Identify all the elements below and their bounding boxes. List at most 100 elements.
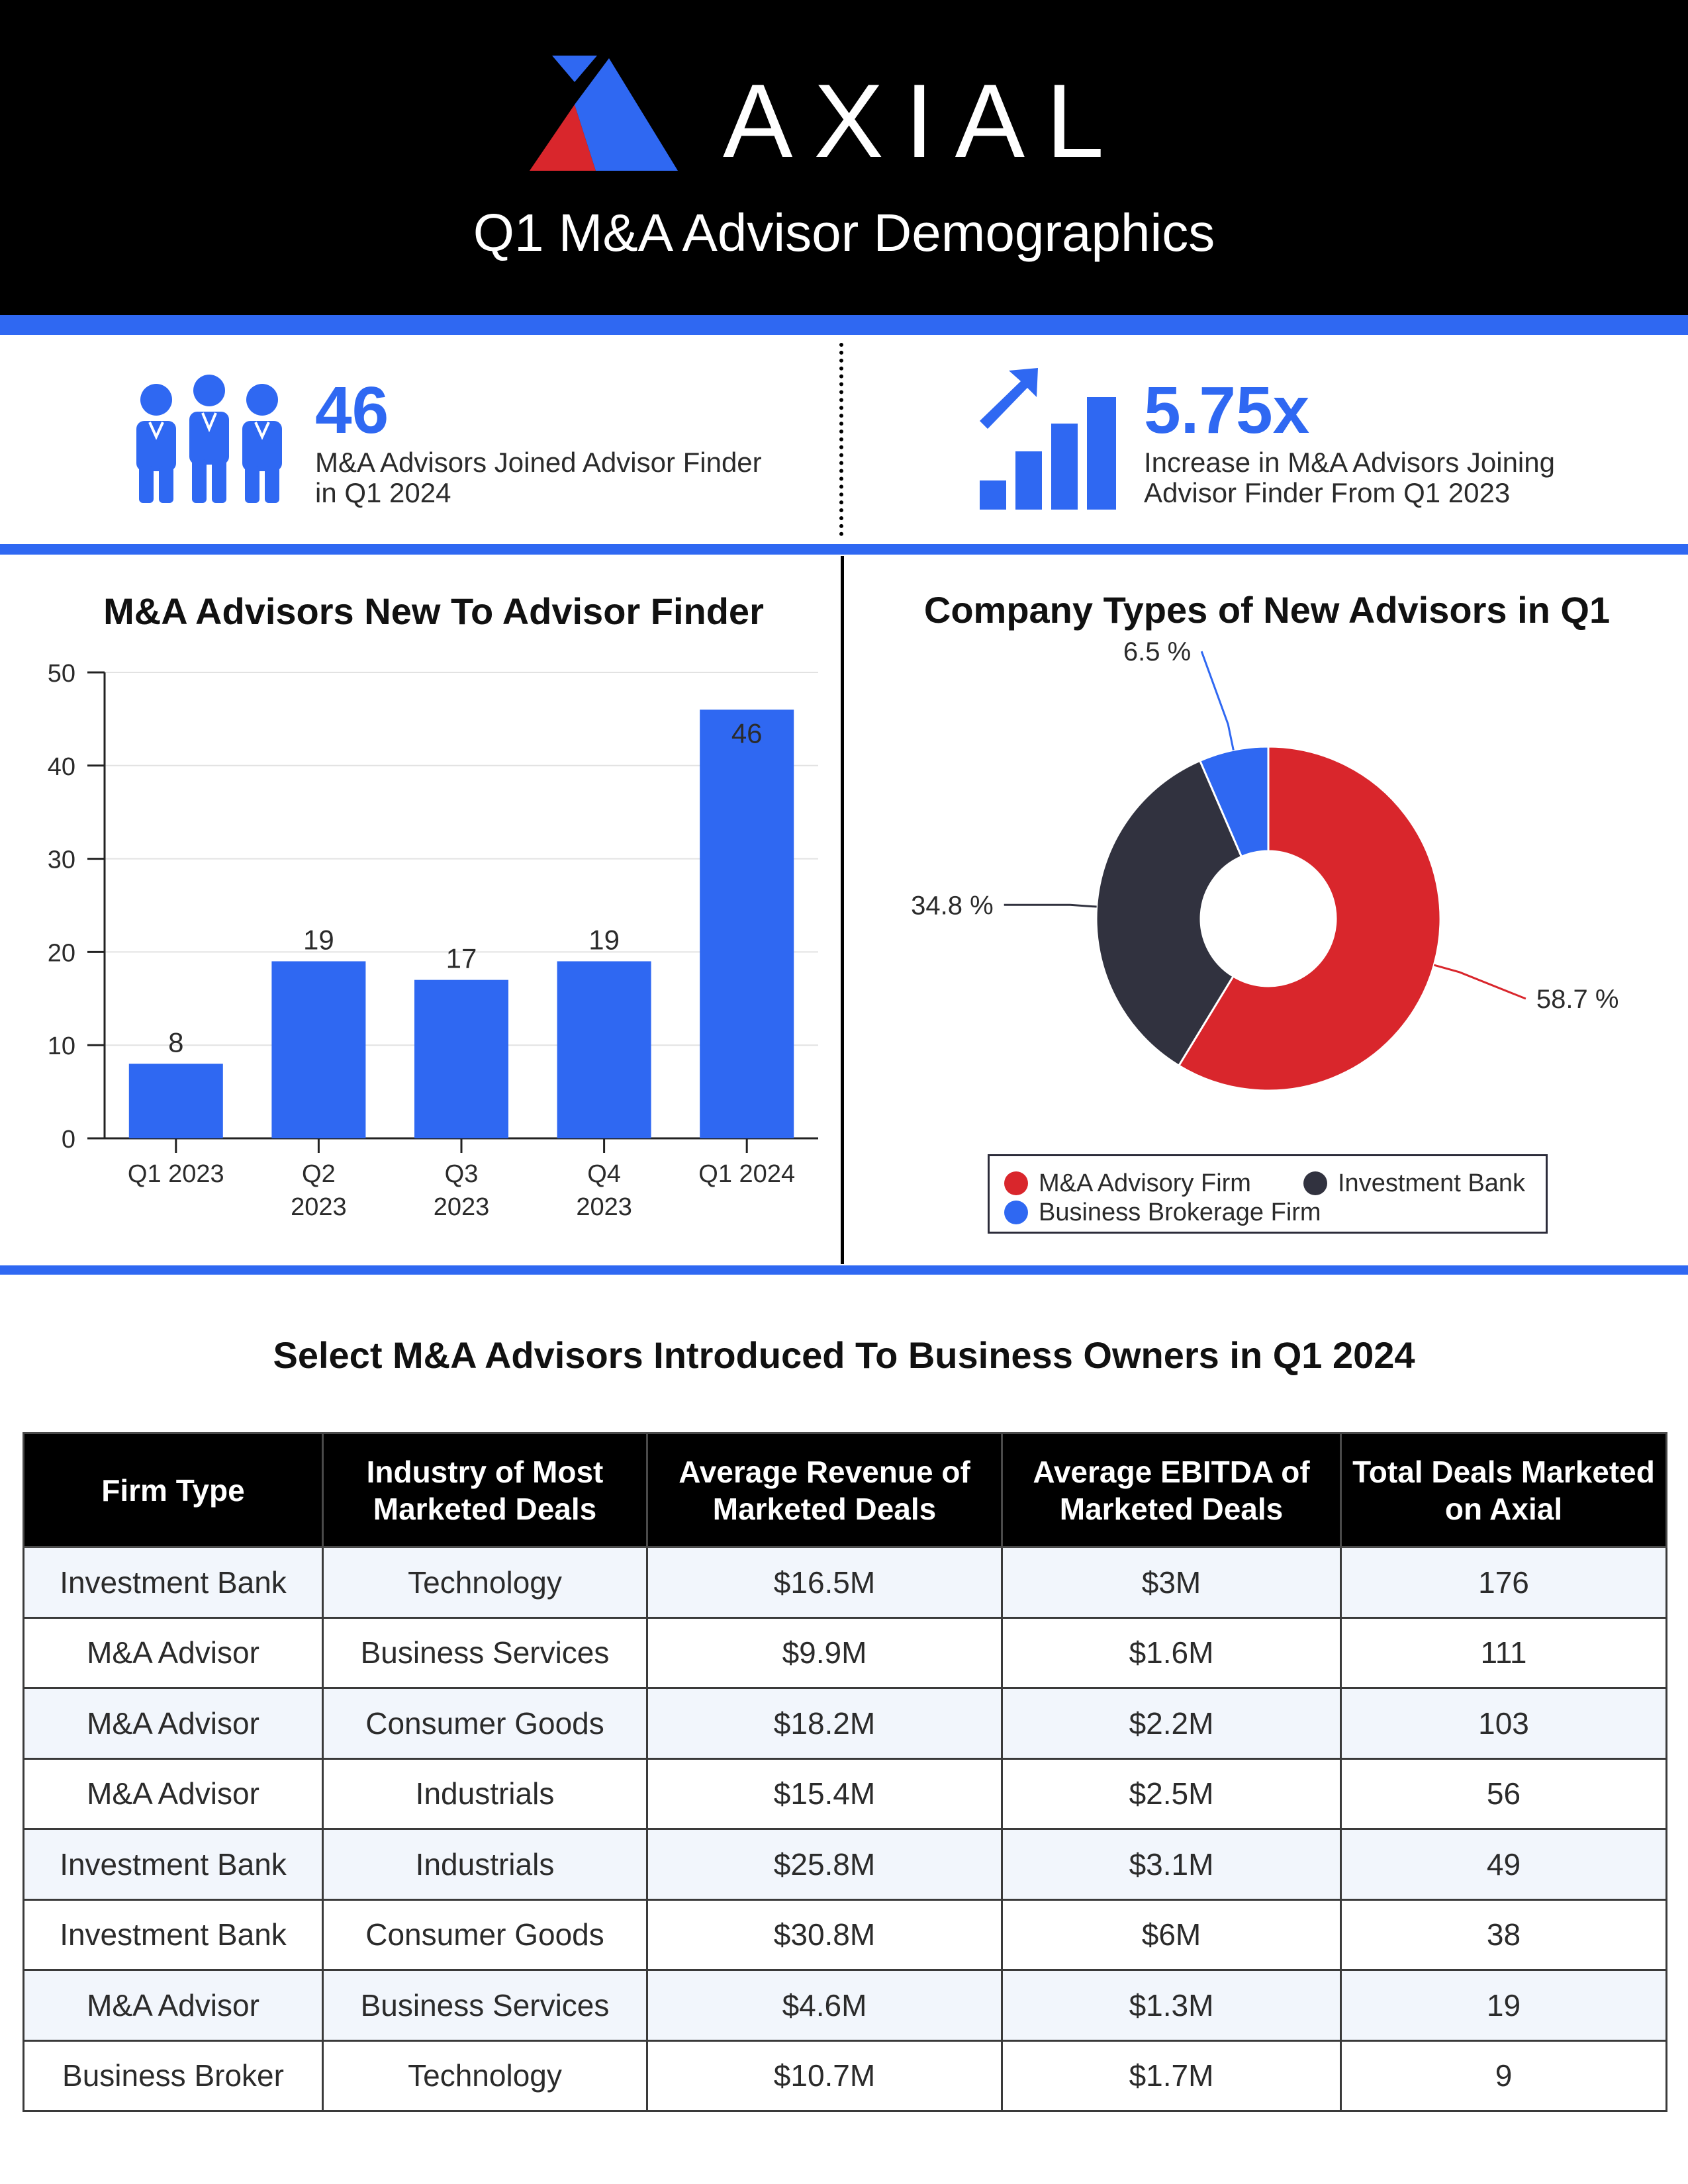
table-cell: $3M — [1001, 1546, 1342, 1619]
table-cell: 103 — [1340, 1687, 1667, 1760]
bar-chart: 0 10 20 30 40 50 8 Q1 2023 19 Q2 2023 17 Q3 2023 19 Q4 2… — [48, 660, 818, 1221]
column-header: Industry of Most Marketed Deals — [322, 1432, 648, 1548]
people-icon — [136, 375, 282, 503]
x-tick-label: 2023 — [291, 1193, 347, 1221]
table-cell: Consumer Goods — [322, 1898, 648, 1971]
legend-swatch — [1303, 1171, 1327, 1195]
table-cell: Business Broker — [23, 2039, 324, 2112]
table-cell: Investment Bank — [23, 1546, 324, 1619]
table-cell: M&A Advisor — [23, 1616, 324, 1689]
y-tick-label: 20 — [48, 939, 75, 967]
x-tick-label: 2023 — [434, 1193, 490, 1221]
table-cell: Investment Bank — [23, 1898, 324, 1971]
bar — [700, 709, 794, 1138]
axial-logo-icon — [530, 56, 678, 171]
y-tick-label: 30 — [48, 846, 75, 874]
table-cell: Investment Bank — [23, 1828, 324, 1901]
kpi-growth-caption: Increase in M&A Advisors Joining Advisor… — [1144, 447, 1555, 508]
bar — [271, 961, 366, 1138]
bar-chart-title: M&A Advisors New To Advisor Finder — [103, 590, 764, 632]
table-row: Business Broker Technology $10.7M $1.7M 9 — [23, 2039, 1667, 2112]
column-header: Firm Type — [23, 1432, 324, 1548]
table-row: Investment Bank Consumer Goods $30.8M $6M 38 — [23, 1898, 1667, 1971]
bar-data-label: 19 — [303, 924, 334, 955]
slice-leader-line — [1200, 651, 1235, 751]
y-tick-label: 0 — [62, 1126, 75, 1154]
column-header: Average Revenue of Marketed Deals — [646, 1432, 1003, 1548]
table-cell: $25.8M — [646, 1828, 1003, 1901]
bar-data-label: 17 — [446, 943, 477, 974]
x-tick-label: 2023 — [576, 1193, 632, 1221]
kpi-advisors-joined-caption: M&A Advisors Joined Advisor Finder in Q1… — [315, 447, 762, 508]
table-cell: 111 — [1340, 1616, 1667, 1689]
table-cell: Technology — [322, 1546, 648, 1619]
column-header: Average EBITDA of Marketed Deals — [1001, 1432, 1342, 1548]
table-cell: $1.3M — [1001, 1969, 1342, 2042]
table-row: M&A Advisor Industrials $15.4M $2.5M 56 — [23, 1757, 1667, 1830]
x-tick-label: Q1 2024 — [698, 1160, 795, 1188]
donut-chart: 58.7 % 34.8 % 6.5 % — [911, 637, 1619, 1092]
donut-slice — [1177, 745, 1442, 1092]
table-cell: Business Services — [322, 1616, 648, 1689]
slice-data-label: 58.7 % — [1536, 985, 1619, 1014]
growth-chart-icon — [980, 368, 1116, 510]
table-cell: Consumer Goods — [322, 1687, 648, 1760]
x-tick-label: Q4 — [587, 1160, 621, 1188]
y-tick-label: 50 — [48, 660, 75, 688]
slice-data-label: 6.5 % — [1123, 637, 1191, 666]
table-cell: $9.9M — [646, 1616, 1003, 1689]
table-cell: $6M — [1001, 1898, 1342, 1971]
bar — [414, 979, 508, 1138]
divider-band-top — [0, 315, 1688, 335]
donut-slice — [1095, 759, 1243, 1068]
table-row: Investment Bank Technology $16.5M $3M 176 — [23, 1546, 1667, 1619]
legend-item-business-brokerage-firm: Business Brokerage Firm — [1004, 1200, 1321, 1225]
legend-swatch — [1004, 1201, 1028, 1224]
table-cell: $1.7M — [1001, 2039, 1342, 2112]
table-cell: M&A Advisor — [23, 1757, 324, 1830]
advisors-table: Firm Type Industry of Most Marketed Deal… — [23, 1432, 1667, 2112]
legend-swatch — [1004, 1171, 1028, 1195]
table-cell: $10.7M — [646, 2039, 1003, 2112]
divider-band-mid — [0, 544, 1688, 555]
x-tick-label: Q2 — [302, 1160, 336, 1188]
header: AXIAL Q1 M&A Advisor Demographics — [0, 0, 1688, 315]
x-tick-label: Q3 — [445, 1160, 479, 1188]
table-cell: 38 — [1340, 1898, 1667, 1971]
table-cell: 19 — [1340, 1969, 1667, 2042]
table-cell: $2.5M — [1001, 1757, 1342, 1830]
table-header-row: Firm Type Industry of Most Marketed Deal… — [23, 1432, 1667, 1548]
table-cell: 9 — [1340, 2039, 1667, 2112]
legend-item-investment-bank: Investment Bank — [1303, 1171, 1525, 1196]
y-tick-label: 40 — [48, 753, 75, 781]
x-tick-label: Q1 2023 — [128, 1160, 224, 1188]
legend-item-ma-advisory-firm: M&A Advisory Firm — [1004, 1171, 1251, 1196]
table-row: M&A Advisor Business Services $4.6M $1.3M 19 — [23, 1969, 1667, 2042]
table-cell: Technology — [322, 2039, 648, 2112]
page-subtitle: Q1 M&A Advisor Demographics — [473, 203, 1215, 262]
table-title: Select M&A Advisors Introduced To Busine… — [273, 1334, 1415, 1376]
table-cell: $18.2M — [646, 1687, 1003, 1760]
slice-leader-line — [1004, 903, 1097, 908]
pie-chart-title: Company Types of New Advisors in Q1 — [923, 589, 1611, 631]
table-cell: M&A Advisor — [23, 1687, 324, 1760]
table-row: Investment Bank Industrials $25.8M $3.1M 49 — [23, 1828, 1667, 1901]
table-cell: $30.8M — [646, 1898, 1003, 1971]
bar-data-label: 8 — [168, 1026, 183, 1058]
slice-data-label: 34.8 % — [911, 891, 994, 920]
logo-text: AXIAL — [723, 63, 1125, 179]
kpi-divider — [839, 343, 843, 536]
table-cell: M&A Advisor — [23, 1969, 324, 2042]
table-cell: 56 — [1340, 1757, 1667, 1830]
table-cell: $16.5M — [646, 1546, 1003, 1619]
legend-label: Investment Bank — [1338, 1169, 1526, 1197]
donut-slice — [1198, 745, 1270, 858]
table-cell: Business Services — [322, 1969, 648, 2042]
bar — [557, 961, 651, 1138]
divider-band-bottom — [0, 1265, 1688, 1275]
legend-label: Business Brokerage Firm — [1039, 1199, 1321, 1226]
table-row: M&A Advisor Business Services $9.9M $1.6M 11… — [23, 1616, 1667, 1689]
pie-legend: M&A Advisory Firm Investment Bank Busine… — [988, 1154, 1548, 1234]
kpi-growth-value: 5.75x — [1144, 373, 1310, 447]
table-cell: $3.1M — [1001, 1828, 1342, 1901]
